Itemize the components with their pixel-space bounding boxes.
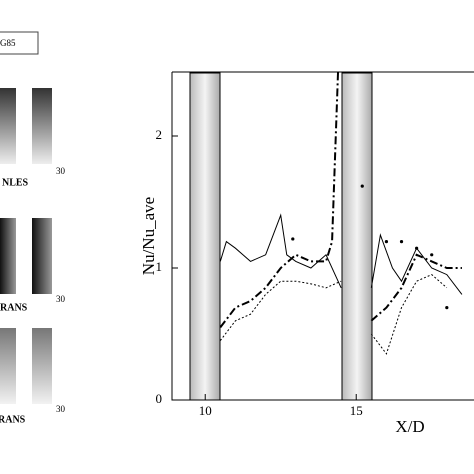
contour-panel xyxy=(32,328,52,404)
marker xyxy=(430,253,434,257)
y-tick-label: 0 xyxy=(156,391,163,406)
x-axis-label: X/D xyxy=(395,417,424,436)
data-line xyxy=(219,274,448,355)
y-axis-label: Nu/Nu_ave xyxy=(139,197,158,275)
marker xyxy=(384,240,389,244)
contour-panel xyxy=(32,218,52,294)
y-tick-label: 2 xyxy=(156,127,163,142)
rib xyxy=(189,72,221,401)
data-line xyxy=(219,213,463,295)
panel-label: RANS xyxy=(0,302,28,313)
legend-box xyxy=(0,31,39,55)
marker xyxy=(445,306,449,310)
data-line xyxy=(219,69,462,329)
marker xyxy=(291,237,295,241)
marker xyxy=(415,246,419,250)
contour-panel xyxy=(0,218,16,294)
contour-panel xyxy=(0,328,16,404)
rib xyxy=(341,72,373,401)
panel-tick: 30 xyxy=(56,166,66,176)
marker xyxy=(399,240,404,244)
panel-tick: 30 xyxy=(56,404,66,414)
y-tick-label: 1 xyxy=(156,259,163,274)
panel-label: NLES xyxy=(2,177,29,188)
panel-tick: 30 xyxy=(56,294,66,304)
contour-panel xyxy=(32,88,52,164)
legend-text: G85 xyxy=(0,38,16,48)
panel-label: RANS xyxy=(0,414,26,425)
marker xyxy=(360,184,364,188)
x-tick-label: 15 xyxy=(350,403,363,418)
contour-panel xyxy=(0,88,16,164)
x-tick-label: 10 xyxy=(199,403,212,418)
